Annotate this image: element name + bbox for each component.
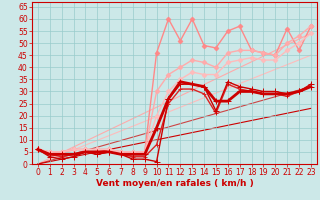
X-axis label: Vent moyen/en rafales ( km/h ): Vent moyen/en rafales ( km/h ): [96, 179, 253, 188]
